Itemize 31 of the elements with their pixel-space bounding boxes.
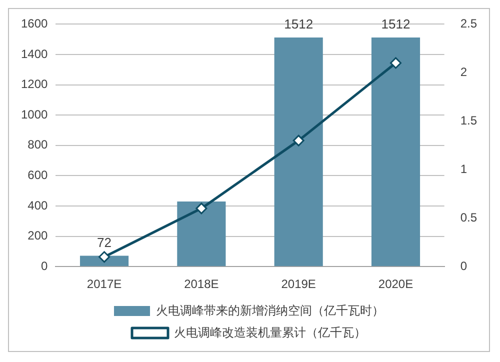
y-tick-label: 800: [28, 138, 48, 152]
point: [390, 57, 402, 69]
data-label: 1512: [381, 16, 410, 32]
x-tick-label: 2020E: [378, 277, 414, 292]
legend-label: 火电调峰改造装机量累计（亿千瓦）: [174, 325, 366, 340]
point: [196, 202, 208, 214]
x-tick-label: 2017E: [86, 277, 122, 292]
bar: [274, 38, 323, 266]
y-tick-label: 1200: [20, 77, 48, 92]
bar: [371, 38, 420, 266]
y2-tick-label: 2: [460, 64, 468, 79]
y-tick-label: 1000: [20, 107, 48, 122]
y-tick-label: 0: [41, 258, 48, 273]
y-tick-label: 200: [28, 228, 48, 243]
legend-label: 火电调峰带来的新增消纳空间（亿千瓦时）: [156, 303, 384, 318]
y2-tick-label: 0.5: [460, 210, 478, 224]
y2-tick-label: 0: [460, 258, 468, 273]
point: [98, 251, 110, 263]
y2-tick-label: 2.5: [460, 16, 478, 31]
y2-tick-label: 1: [460, 162, 468, 176]
x-tick-label: 2018E: [184, 277, 219, 292]
y2-tick-label: 1.5: [460, 113, 478, 128]
x-tick-label: 2019E: [281, 277, 316, 292]
bar: [177, 201, 226, 266]
data-label: 1512: [284, 16, 314, 32]
point: [292, 134, 304, 146]
y-tick-label: 400: [28, 198, 48, 212]
y-tick-label: 600: [28, 168, 48, 182]
y-tick-label: 1600: [20, 16, 48, 31]
y-tick-label: 1400: [20, 46, 48, 61]
data-label: 72: [97, 234, 112, 250]
